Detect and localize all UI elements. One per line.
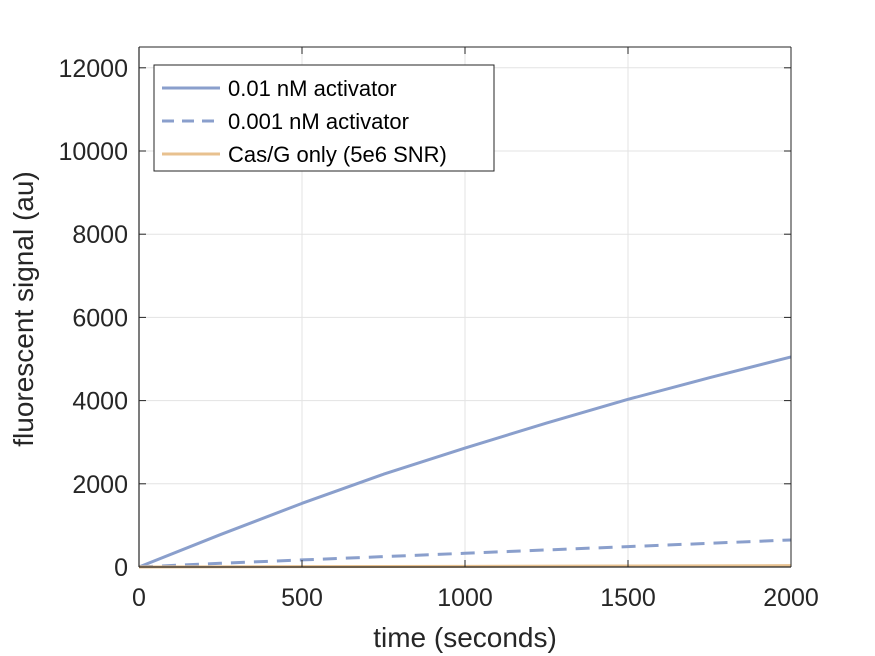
legend-label-1: 0.01 nM activator <box>228 76 397 101</box>
y-tick-label: 4000 <box>72 388 128 416</box>
y-tick-label: 12000 <box>58 55 128 83</box>
y-tick-label: 2000 <box>72 471 128 499</box>
legend: 0.01 nM activator 0.001 nM activator Cas/G… <box>153 64 495 172</box>
x-tick-label: 0 <box>132 584 146 612</box>
y-tick-label: 8000 <box>72 221 128 249</box>
x-tick-label: 1000 <box>437 584 493 612</box>
legend-label-2: 0.001 nM activator <box>228 109 409 134</box>
tick-labels: 0 500 1000 1500 2000 0 2000 4000 6000 8000 10000 12… <box>58 55 818 612</box>
y-tick-label: 6000 <box>72 304 128 332</box>
x-axis-title: time (seconds) <box>373 622 557 653</box>
y-tick-label: 0 <box>114 554 128 582</box>
series-line-2 <box>138 538 792 569</box>
series-line-1 <box>138 355 792 569</box>
legend-label-3: Cas/G only (5e6 SNR) <box>228 142 447 167</box>
x-tick-label: 1500 <box>600 584 656 612</box>
x-tick-label: 2000 <box>763 584 819 612</box>
x-tick-label: 500 <box>281 584 323 612</box>
y-tick-label: 10000 <box>58 138 128 166</box>
axes-frame <box>138 46 792 568</box>
y-axis-title: fluorescent signal (au) <box>8 171 39 446</box>
